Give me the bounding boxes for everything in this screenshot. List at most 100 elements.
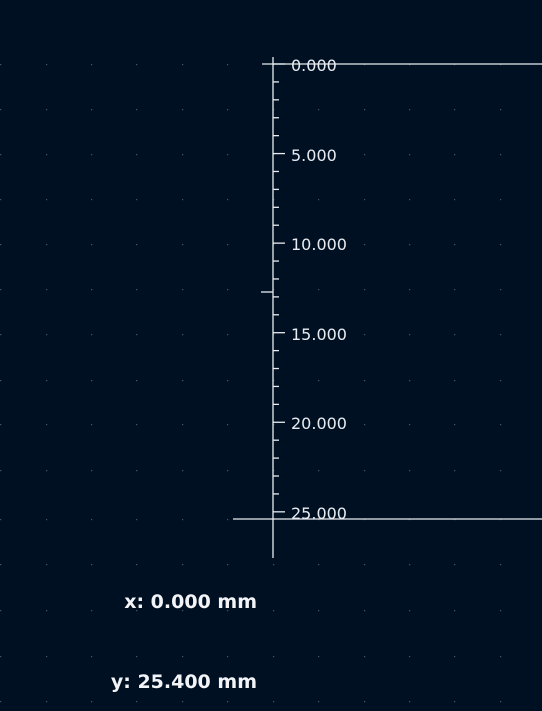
ruler-label-10: 10.000: [291, 235, 347, 254]
grid-dot: [500, 154, 502, 156]
grid-dot: [409, 564, 411, 566]
grid-dot: [91, 519, 93, 521]
grid-dot: [0, 199, 2, 201]
grid-dot: [364, 289, 366, 291]
grid-dot: [136, 470, 138, 472]
grid-dot: [0, 656, 2, 658]
grid-dot: [500, 289, 502, 291]
grid-dot: [454, 656, 456, 658]
grid-dot: [227, 334, 229, 336]
grid-dot: [227, 244, 229, 246]
grid-dot: [46, 380, 48, 382]
grid-dot: [46, 244, 48, 246]
grid-dot: [454, 701, 456, 703]
grid-dot: [227, 610, 229, 612]
grid-dot: [409, 470, 411, 472]
grid-dot: [227, 519, 229, 521]
grid-dot: [454, 289, 456, 291]
grid-dot: [273, 701, 275, 703]
grid-dot: [91, 109, 93, 111]
grid-dot: [91, 564, 93, 566]
grid-dot: [500, 244, 502, 246]
grid-dot: [46, 656, 48, 658]
grid-dot: [364, 656, 366, 658]
grid-dot: [136, 64, 138, 66]
grid-dot: [500, 564, 502, 566]
grid-dot: [364, 199, 366, 201]
grid-dot: [136, 656, 138, 658]
grid-dot: [136, 380, 138, 382]
grid-dot: [409, 334, 411, 336]
grid-dot: [182, 199, 184, 201]
grid-dot: [227, 154, 229, 156]
readout-x: x: 0.000 mm: [124, 591, 257, 613]
grid-dot: [91, 244, 93, 246]
grid-dot: [182, 610, 184, 612]
grid-dot: [46, 109, 48, 111]
grid-dot: [91, 424, 93, 426]
grid-dot: [182, 334, 184, 336]
ruler-label-5: 5.000: [291, 146, 337, 165]
grid-dot: [46, 334, 48, 336]
grid-dot: [182, 701, 184, 703]
grid-dot: [91, 610, 93, 612]
grid-dot: [409, 244, 411, 246]
grid-dot: [182, 380, 184, 382]
ruler-ticks: [273, 63, 285, 513]
grid-dot: [182, 656, 184, 658]
grid-dot: [182, 244, 184, 246]
grid-dot: [364, 334, 366, 336]
grid-dot: [136, 519, 138, 521]
grid-dot: [91, 701, 93, 703]
grid-dot: [0, 244, 2, 246]
grid-dot: [227, 289, 229, 291]
grid-dot: [227, 656, 229, 658]
grid-dot: [0, 154, 2, 156]
grid-dot: [318, 109, 320, 111]
grid-dot: [136, 564, 138, 566]
grid-dot: [273, 656, 275, 658]
grid-dot: [500, 199, 502, 201]
grid-dot: [454, 380, 456, 382]
grid-dot: [364, 424, 366, 426]
grid-dot: [136, 289, 138, 291]
grid-dot: [182, 109, 184, 111]
grid-dot: [46, 199, 48, 201]
grid-dot: [182, 564, 184, 566]
grid-dot: [0, 380, 2, 382]
grid-dot: [409, 289, 411, 291]
grid-dot: [46, 154, 48, 156]
grid-dot: [0, 610, 2, 612]
grid-dot: [409, 701, 411, 703]
grid-dot: [136, 109, 138, 111]
grid-dot: [227, 470, 229, 472]
grid-dot: [409, 424, 411, 426]
grid-dot: [91, 199, 93, 201]
grid-dot: [46, 519, 48, 521]
grid-dot: [0, 470, 2, 472]
grid-dot: [136, 424, 138, 426]
grid-dot: [500, 334, 502, 336]
grid-dot: [136, 334, 138, 336]
grid-dot: [364, 470, 366, 472]
grid-dot: [91, 470, 93, 472]
grid-dot: [500, 470, 502, 472]
grid-dot: [500, 701, 502, 703]
grid-dot: [0, 289, 2, 291]
grid-dot: [182, 289, 184, 291]
grid-dot: [500, 424, 502, 426]
grid-dot: [46, 64, 48, 66]
grid-dot: [182, 154, 184, 156]
grid-dot: [91, 380, 93, 382]
grid-dot: [0, 424, 2, 426]
ruler-label-20: 20.000: [291, 414, 347, 433]
grid-dot: [46, 289, 48, 291]
grid-dot: [227, 64, 229, 66]
ruler-label-0: 0.000: [291, 56, 337, 75]
grid-dot: [364, 244, 366, 246]
grid-dot: [364, 701, 366, 703]
grid-dot: [454, 610, 456, 612]
